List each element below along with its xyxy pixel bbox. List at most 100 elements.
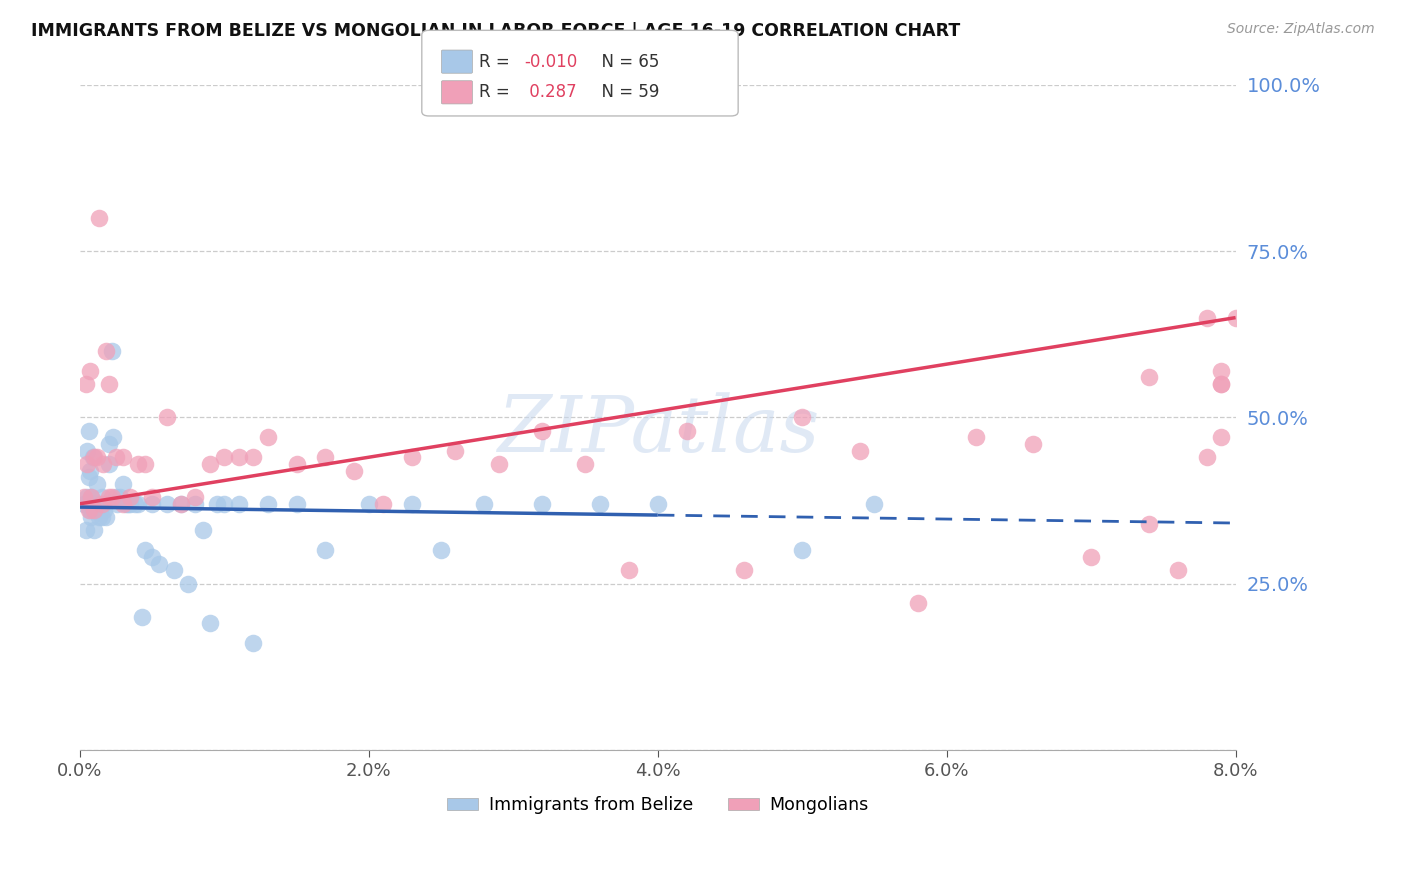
Point — [73, 497, 96, 511]
Point — [373, 497, 395, 511]
Point — [86, 476, 108, 491]
Point — [198, 616, 221, 631]
Point — [134, 457, 156, 471]
Point — [80, 490, 103, 504]
Point — [155, 497, 177, 511]
Point — [101, 430, 124, 444]
Point — [733, 563, 755, 577]
Point — [163, 563, 186, 577]
Point — [77, 470, 100, 484]
Point — [112, 497, 135, 511]
Point — [86, 497, 108, 511]
Point — [177, 576, 200, 591]
Point — [849, 443, 872, 458]
Text: R =: R = — [479, 83, 516, 102]
Point — [124, 497, 146, 511]
Point — [127, 457, 149, 471]
Point — [170, 497, 193, 511]
Point — [430, 543, 453, 558]
Point — [228, 497, 250, 511]
Point — [401, 450, 423, 465]
Point — [531, 497, 554, 511]
Point — [120, 490, 142, 504]
Point — [141, 497, 163, 511]
Point — [314, 450, 336, 465]
Point — [1195, 310, 1218, 325]
Point — [792, 543, 814, 558]
Point — [907, 597, 929, 611]
Point — [77, 503, 100, 517]
Text: N = 59: N = 59 — [591, 83, 659, 102]
Text: R =: R = — [479, 53, 516, 70]
Point — [82, 450, 104, 465]
Point — [184, 497, 207, 511]
Point — [214, 497, 236, 511]
Point — [91, 457, 114, 471]
Text: Source: ZipAtlas.com: Source: ZipAtlas.com — [1227, 22, 1375, 37]
Point — [94, 343, 117, 358]
Point — [1022, 437, 1045, 451]
Point — [79, 463, 101, 477]
Point — [77, 424, 100, 438]
Legend: Immigrants from Belize, Mongolians: Immigrants from Belize, Mongolians — [440, 789, 876, 821]
Point — [1137, 370, 1160, 384]
Point — [589, 497, 612, 511]
Point — [76, 443, 98, 458]
Point — [228, 450, 250, 465]
Point — [94, 510, 117, 524]
Point — [112, 476, 135, 491]
Point — [80, 510, 103, 524]
Point — [444, 443, 467, 458]
Point — [97, 437, 120, 451]
Point — [1195, 450, 1218, 465]
Point — [141, 490, 163, 504]
Point — [574, 457, 596, 471]
Point — [87, 510, 110, 524]
Point — [107, 497, 129, 511]
Point — [76, 457, 98, 471]
Point — [131, 609, 153, 624]
Point — [1225, 310, 1247, 325]
Point — [134, 543, 156, 558]
Point — [488, 457, 510, 471]
Text: 0.287: 0.287 — [524, 83, 576, 102]
Point — [675, 424, 697, 438]
Point — [90, 490, 112, 504]
Point — [86, 450, 108, 465]
Point — [97, 457, 120, 471]
Text: -0.010: -0.010 — [524, 53, 578, 70]
Point — [120, 497, 142, 511]
Point — [83, 497, 105, 511]
Point — [792, 410, 814, 425]
Point — [531, 424, 554, 438]
Point — [87, 497, 110, 511]
Point — [474, 497, 496, 511]
Text: ZIPatlas: ZIPatlas — [496, 392, 818, 469]
Point — [110, 490, 132, 504]
Point — [256, 430, 278, 444]
Point — [1137, 516, 1160, 531]
Point — [285, 497, 308, 511]
Point — [83, 524, 105, 538]
Point — [127, 497, 149, 511]
Point — [80, 490, 103, 504]
Point — [75, 377, 97, 392]
Point — [75, 524, 97, 538]
Point — [191, 524, 214, 538]
Point — [170, 497, 193, 511]
Point — [100, 490, 122, 504]
Point — [1080, 549, 1102, 564]
Point — [79, 503, 101, 517]
Point — [1211, 430, 1233, 444]
Point — [93, 503, 115, 517]
Point — [214, 450, 236, 465]
Point — [242, 450, 264, 465]
Text: IMMIGRANTS FROM BELIZE VS MONGOLIAN IN LABOR FORCE | AGE 16-19 CORRELATION CHART: IMMIGRANTS FROM BELIZE VS MONGOLIAN IN L… — [31, 22, 960, 40]
Point — [89, 503, 111, 517]
Point — [401, 497, 423, 511]
Point — [1211, 377, 1233, 392]
Point — [91, 497, 114, 511]
Point — [104, 450, 127, 465]
Text: N = 65: N = 65 — [591, 53, 659, 70]
Point — [83, 503, 105, 517]
